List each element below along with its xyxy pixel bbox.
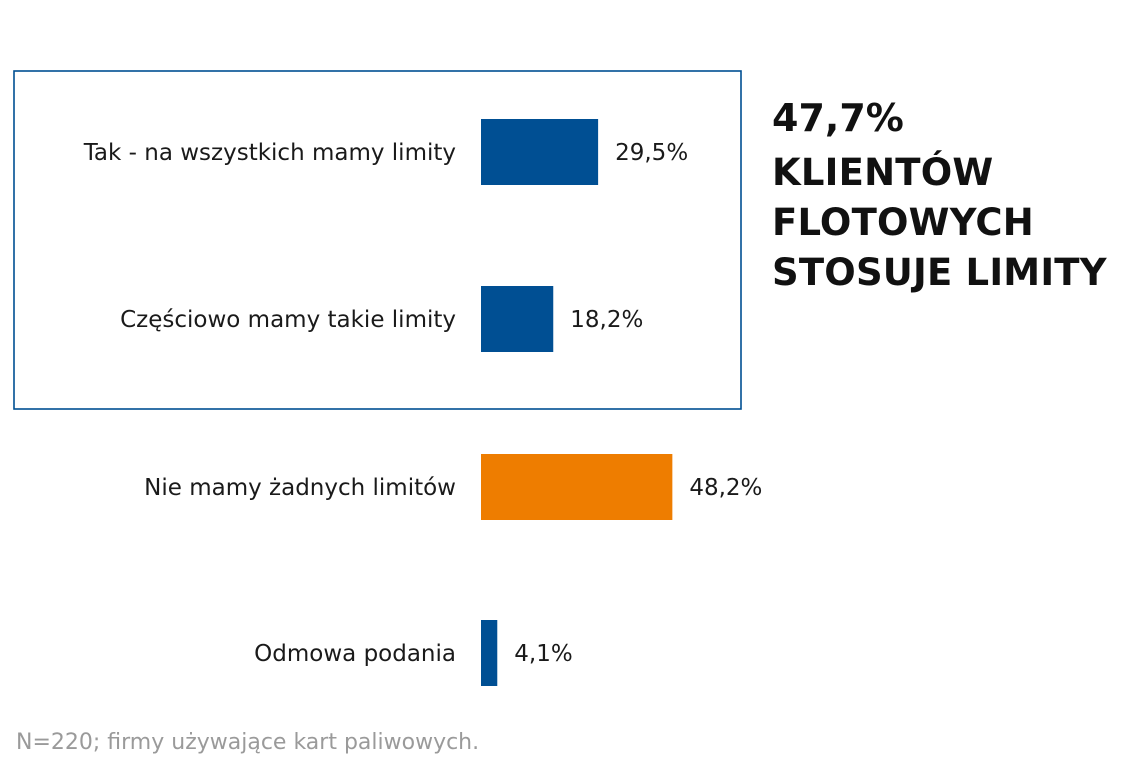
value-label: 29,5%	[615, 140, 688, 166]
category-label: Tak - na wszystkich mamy limity	[83, 140, 456, 166]
callout-text: KLIENTÓW FLOTOWYCH STOSUJE LIMITY	[772, 151, 1107, 294]
bar	[481, 119, 599, 185]
footnote: N=220; firmy używające kart paliwowych.	[16, 730, 480, 755]
category-label: Nie mamy żadnych limitów	[144, 475, 456, 501]
value-label: 4,1%	[514, 641, 572, 667]
value-label: 18,2%	[570, 307, 643, 333]
bar	[481, 620, 498, 686]
category-label: Częściowo mamy takie limity	[120, 307, 456, 333]
category-label: Odmowa podania	[254, 641, 456, 667]
callout-value: 47,7%	[772, 96, 904, 140]
callout: 47,7% KLIENTÓW FLOTOWYCH STOSUJE LIMITY	[772, 92, 1132, 298]
bar	[481, 454, 673, 520]
bar	[481, 286, 554, 352]
highlight-box	[13, 70, 742, 410]
value-label: 48,2%	[689, 475, 762, 501]
